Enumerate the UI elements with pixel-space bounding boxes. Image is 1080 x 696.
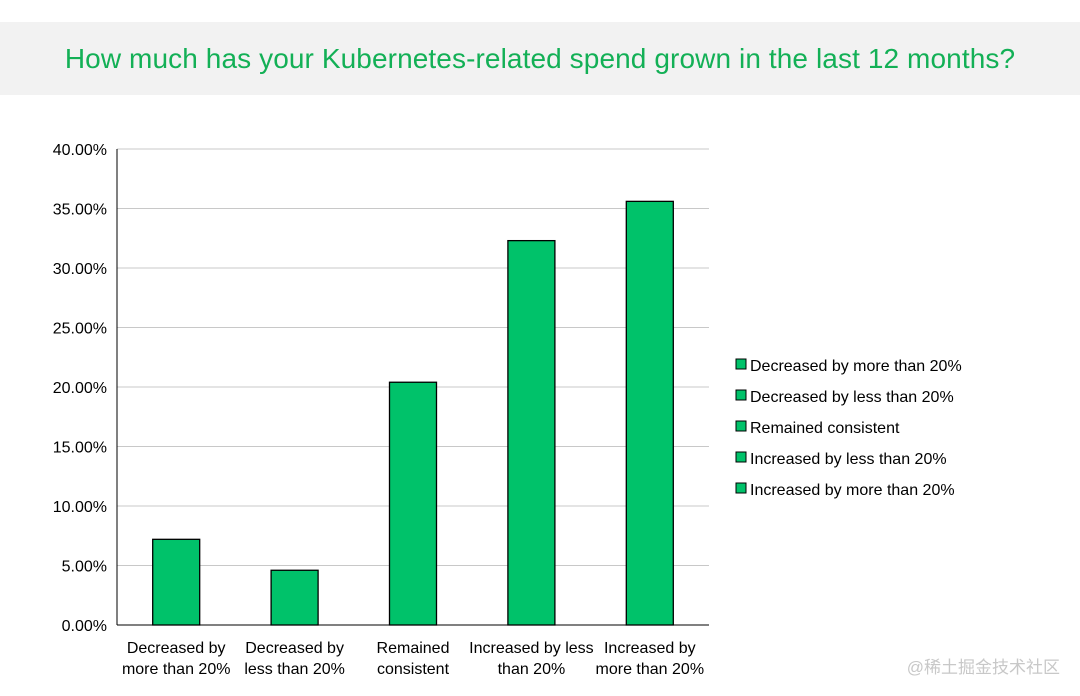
x-tick-label: Increased by less [469, 640, 594, 657]
legend-swatch [735, 420, 747, 432]
bar [507, 239, 556, 626]
watermark: @稀土掘金技术社区 [906, 658, 1060, 677]
bar [270, 569, 319, 626]
bar [625, 200, 674, 626]
x-tick-label: more than 20% [596, 661, 705, 678]
x-tick-label: Decreased by [127, 640, 226, 657]
y-tick-label: 5.00% [62, 559, 107, 576]
legend-label: Decreased by more than 20% [750, 358, 962, 375]
x-tick-label: less than 20% [244, 661, 345, 678]
x-tick-label: than 20% [498, 661, 566, 678]
legend-swatch [735, 451, 747, 463]
y-tick-label: 40.00% [53, 142, 107, 159]
x-tick-label: Remained [377, 640, 450, 657]
y-tick-label: 30.00% [53, 261, 107, 278]
legend-swatch [735, 358, 747, 370]
legend-label: Decreased by less than 20% [750, 389, 954, 406]
legend-label: Increased by less than 20% [750, 451, 947, 468]
y-tick-label: 25.00% [53, 321, 107, 338]
header-band: How much has your Kubernetes-related spe… [0, 22, 1080, 95]
legend-swatch [735, 482, 747, 494]
legend-label: Remained consistent [750, 420, 900, 437]
bar [388, 381, 438, 626]
bar [152, 538, 201, 626]
chart-title: How much has your Kubernetes-related spe… [64, 42, 1016, 74]
x-tick-label: more than 20% [122, 661, 231, 678]
y-tick-label: 10.00% [53, 499, 107, 516]
x-tick-label: consistent [377, 661, 450, 678]
legend-swatch [735, 389, 747, 401]
legend-label: Increased by more than 20% [750, 482, 955, 499]
x-tick-label: Increased by [604, 640, 696, 657]
y-tick-label: 35.00% [53, 202, 107, 219]
y-tick-label: 15.00% [53, 440, 107, 457]
y-tick-label: 0.00% [62, 618, 107, 635]
y-tick-label: 20.00% [53, 380, 107, 397]
x-tick-label: Decreased by [245, 640, 344, 657]
